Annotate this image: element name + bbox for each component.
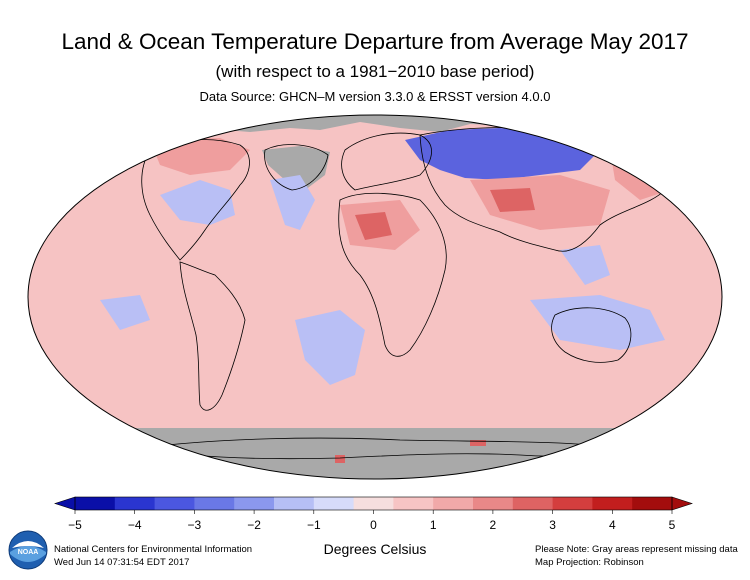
western-russia-cold-region	[405, 128, 600, 180]
generation-timestamp: Wed Jun 14 07:31:54 EDT 2017	[54, 557, 190, 568]
colorbar-tick-label: −1	[306, 518, 321, 532]
map-title: Land & Ocean Temperature Departure from …	[61, 29, 689, 54]
data-source: Data Source: GHCN–M version 3.3.0 & ERSS…	[199, 89, 551, 104]
colorbar-segment	[274, 497, 315, 510]
missing-data-note: Please Note: Gray areas represent missin…	[535, 544, 738, 555]
organization-name: National Centers for Environmental Infor…	[54, 544, 253, 555]
greenland-outline	[264, 144, 329, 191]
globe-outline	[27, 114, 723, 480]
east-pacific-cool-region	[100, 295, 150, 330]
colorbar-low-arrow	[54, 496, 76, 511]
south-atlantic-cool-region	[295, 310, 365, 385]
southeast-asia-cool-region	[560, 245, 610, 285]
colorbar-segment	[353, 497, 394, 510]
tibet-hot-spot	[490, 188, 535, 212]
north-atlantic-cool-region	[270, 175, 315, 230]
colorbar-segment	[632, 497, 673, 510]
colorbar-tick-label: −3	[187, 518, 202, 532]
temperature-anomaly-map	[27, 114, 723, 480]
europe-outline	[341, 132, 432, 191]
canada-cool-region	[160, 180, 235, 225]
sahara-hot-spot	[355, 212, 392, 240]
colorbar-tick-label: 1	[429, 518, 437, 532]
colorbar-segment	[393, 497, 434, 510]
north-america-outline	[141, 139, 250, 261]
much-above-average-regions	[335, 188, 535, 463]
colorbar-high-arrow	[671, 496, 693, 511]
projection-note: Map Projection: Robinson	[535, 557, 644, 568]
colorbar-tick-label: 0	[370, 518, 377, 532]
colorbar-segment	[75, 497, 116, 510]
colorbar-segment	[234, 497, 275, 510]
units-label: Degrees Celsius	[323, 541, 427, 557]
colorbar-tick-label: −2	[247, 518, 261, 532]
antarctic-hot-spot	[470, 440, 486, 446]
colorbar-segment	[194, 497, 235, 510]
south-america-outline	[179, 261, 246, 411]
logo-text: NOAA	[18, 549, 39, 556]
colorbar-segment	[154, 497, 195, 510]
colorbar-segment	[313, 497, 355, 510]
colorbar-tick-label: −5	[68, 518, 82, 532]
footer-left: National Centers for Environmental Infor…	[54, 543, 252, 569]
colorbar-segment	[512, 497, 554, 510]
colorbar-tick-label: 4	[608, 518, 616, 532]
noaa-logo-icon: NOAA	[8, 530, 48, 570]
africa-outline	[338, 192, 447, 357]
colorbar-tick-label: 2	[489, 518, 497, 532]
colorbar-segment	[592, 497, 633, 510]
central-asia-warm-region	[470, 175, 610, 230]
colorbar-segment	[552, 497, 593, 510]
australia-outline	[551, 307, 632, 363]
antarctic-hot-spot	[335, 455, 345, 463]
map-subtitle: (with respect to a 1981−2010 base period…	[215, 62, 535, 81]
footer-right: Please Note: Gray areas represent missin…	[535, 543, 738, 569]
colorbar-segment	[114, 497, 156, 510]
colorbar-tick-label: 5	[668, 518, 676, 532]
colorbar-segment	[473, 497, 514, 510]
colorbar-tick-label: −4	[127, 518, 142, 532]
colorbar-segment	[433, 497, 474, 510]
colorbar-tick-label: 3	[549, 518, 556, 532]
greenland-missing-data	[262, 146, 330, 190]
